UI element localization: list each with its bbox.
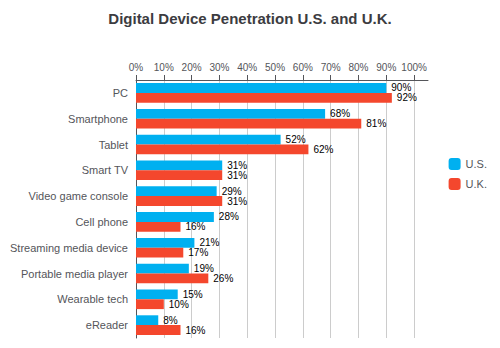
svg-text:16%: 16% bbox=[185, 221, 205, 232]
svg-text:Smartphone: Smartphone bbox=[68, 113, 128, 125]
svg-text:28%: 28% bbox=[219, 211, 239, 222]
svg-text:U.S.: U.S. bbox=[466, 158, 487, 170]
svg-text:62%: 62% bbox=[313, 144, 333, 155]
svg-text:80%: 80% bbox=[348, 62, 368, 73]
svg-text:17%: 17% bbox=[188, 247, 208, 258]
svg-text:90%: 90% bbox=[391, 82, 412, 94]
svg-text:100%: 100% bbox=[401, 62, 427, 73]
svg-text:68%: 68% bbox=[330, 108, 350, 119]
svg-text:0%: 0% bbox=[129, 62, 144, 73]
svg-text:U.K.: U.K. bbox=[466, 178, 487, 190]
svg-text:8%: 8% bbox=[163, 315, 178, 326]
svg-text:30%: 30% bbox=[209, 62, 229, 73]
svg-text:10%: 10% bbox=[154, 62, 174, 73]
svg-text:26%: 26% bbox=[213, 273, 233, 284]
svg-text:40%: 40% bbox=[237, 62, 257, 73]
svg-text:52%: 52% bbox=[286, 134, 306, 145]
svg-text:Portable media player: Portable media player bbox=[21, 268, 128, 280]
svg-text:50%: 50% bbox=[265, 62, 285, 73]
svg-text:31%: 31% bbox=[227, 196, 247, 207]
svg-text:90%: 90% bbox=[376, 62, 396, 73]
svg-text:15%: 15% bbox=[182, 288, 203, 300]
svg-text:Video game console: Video game console bbox=[29, 190, 128, 202]
svg-text:PC: PC bbox=[113, 87, 128, 99]
svg-text:29%: 29% bbox=[221, 185, 242, 197]
svg-text:21%: 21% bbox=[199, 237, 220, 249]
svg-text:Streaming media device: Streaming media device bbox=[10, 242, 128, 254]
svg-text:60%: 60% bbox=[293, 62, 313, 73]
svg-text:eReader: eReader bbox=[86, 319, 129, 331]
svg-text:31%: 31% bbox=[227, 170, 247, 181]
svg-text:Tablet: Tablet bbox=[99, 139, 128, 151]
svg-text:81%: 81% bbox=[366, 118, 386, 129]
svg-text:20%: 20% bbox=[182, 62, 202, 73]
svg-text:Digital Device Penetration U.S: Digital Device Penetration U.S. and U.K. bbox=[108, 10, 391, 27]
svg-text:Smart TV: Smart TV bbox=[82, 164, 129, 176]
svg-text:Wearable tech: Wearable tech bbox=[57, 293, 128, 305]
svg-text:Cell phone: Cell phone bbox=[75, 216, 128, 228]
svg-text:70%: 70% bbox=[321, 62, 341, 73]
svg-text:19%: 19% bbox=[194, 263, 214, 274]
svg-text:10%: 10% bbox=[169, 299, 189, 310]
svg-text:92%: 92% bbox=[397, 92, 417, 103]
svg-text:16%: 16% bbox=[185, 325, 205, 336]
svg-text:31%: 31% bbox=[227, 159, 248, 171]
